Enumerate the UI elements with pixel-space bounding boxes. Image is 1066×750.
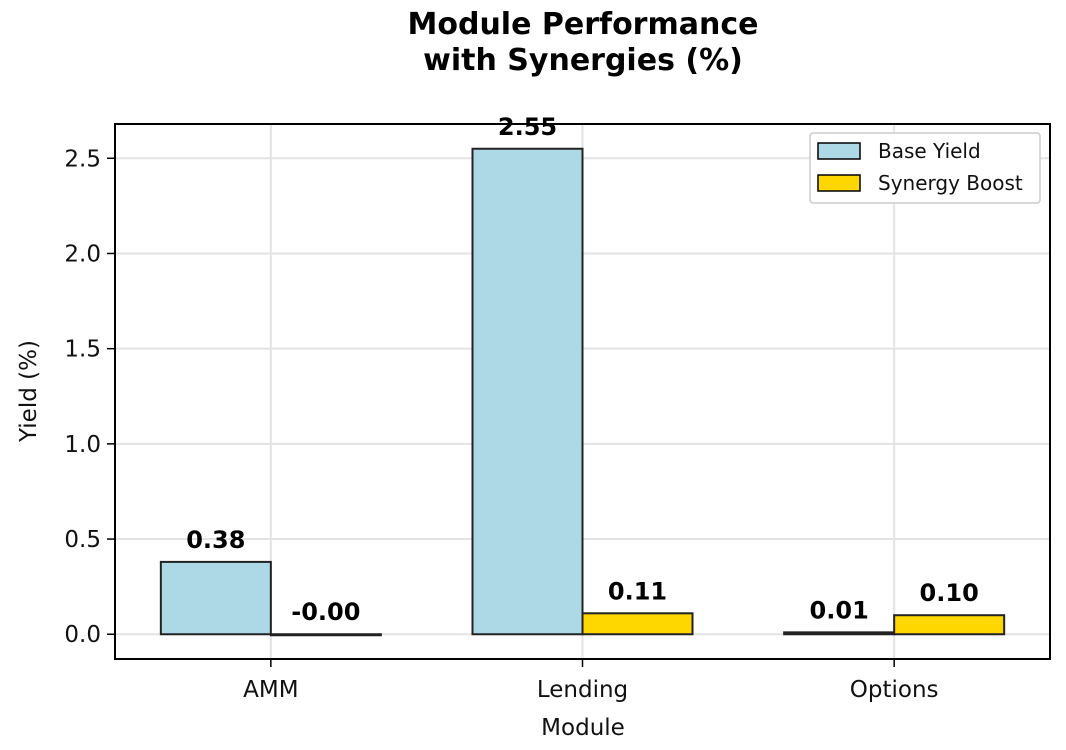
bar-value-label: 0.10 bbox=[920, 579, 979, 607]
bar-synergy-boost bbox=[581, 612, 694, 636]
legend-box bbox=[809, 132, 1041, 204]
legend-label-synergy-boost: Synergy Boost bbox=[878, 171, 1023, 195]
bar-value-label: 0.01 bbox=[810, 596, 869, 624]
bar-value-label: 0.11 bbox=[608, 577, 667, 605]
bar-base-yield bbox=[783, 631, 896, 636]
legend-swatch-synergy-boost bbox=[817, 174, 861, 192]
x-tick-label: AMM bbox=[243, 677, 298, 703]
y-tick-label: 1.0 bbox=[64, 432, 101, 458]
y-tick-label: 1.5 bbox=[64, 337, 101, 363]
x-tick-label: Options bbox=[850, 677, 939, 703]
legend-label-base-yield: Base Yield bbox=[878, 139, 981, 163]
bar-synergy-boost bbox=[269, 633, 382, 637]
bar-value-labels: 0.38 2.55 0.01 -0.00 0.11 0.10 bbox=[186, 113, 979, 626]
x-axis-label: Module bbox=[541, 715, 625, 741]
legend-swatch-base-yield bbox=[817, 142, 861, 160]
chart-title-line-2: with Synergies (%) bbox=[423, 43, 743, 78]
bars bbox=[159, 147, 1006, 637]
y-axis-ticks: 0.0 0.5 1.0 1.5 2.0 2.5 bbox=[64, 146, 115, 648]
bar-synergy-boost bbox=[893, 614, 1006, 636]
y-tick-label: 0.0 bbox=[64, 622, 101, 648]
bar-value-label: 2.55 bbox=[498, 113, 557, 141]
x-tick-label: Lending bbox=[537, 677, 628, 703]
bar-base-yield bbox=[159, 560, 272, 636]
y-tick-label: 0.5 bbox=[64, 527, 101, 553]
chart-title-line-1: Module Performance bbox=[408, 7, 759, 42]
y-tick-label: 2.5 bbox=[64, 146, 101, 172]
bar-value-label: -0.00 bbox=[291, 598, 360, 626]
y-tick-label: 2.0 bbox=[64, 241, 101, 267]
bar-base-yield bbox=[471, 147, 584, 636]
y-axis-label: Yield (%) bbox=[16, 340, 42, 443]
x-axis-ticks: AMM Lending Options bbox=[243, 659, 939, 703]
legend: Base Yield Synergy Boost bbox=[809, 132, 1041, 204]
bar-value-label: 0.38 bbox=[186, 526, 245, 554]
